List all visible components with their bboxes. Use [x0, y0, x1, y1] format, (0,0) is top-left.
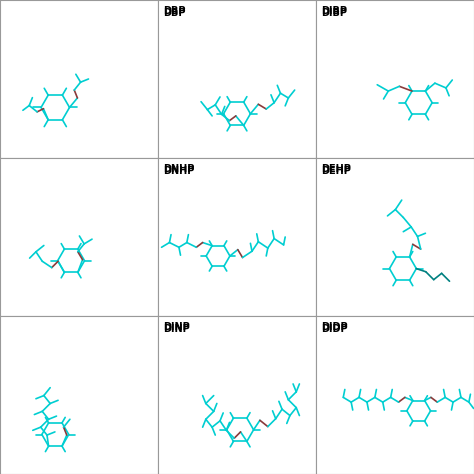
Text: DNHP: DNHP	[163, 164, 194, 174]
Text: DBP: DBP	[163, 6, 185, 16]
Text: DIBP: DIBP	[321, 8, 347, 18]
Text: DINP: DINP	[163, 324, 190, 334]
Text: DIBP: DIBP	[321, 6, 347, 16]
Text: DBP: DBP	[163, 8, 185, 18]
Text: DNHP: DNHP	[163, 166, 194, 176]
Text: DEHP: DEHP	[321, 164, 351, 174]
Text: DIDP: DIDP	[321, 322, 347, 332]
Text: DINP: DINP	[163, 322, 190, 332]
Text: DIDP: DIDP	[321, 324, 347, 334]
Text: DEHP: DEHP	[321, 166, 351, 176]
